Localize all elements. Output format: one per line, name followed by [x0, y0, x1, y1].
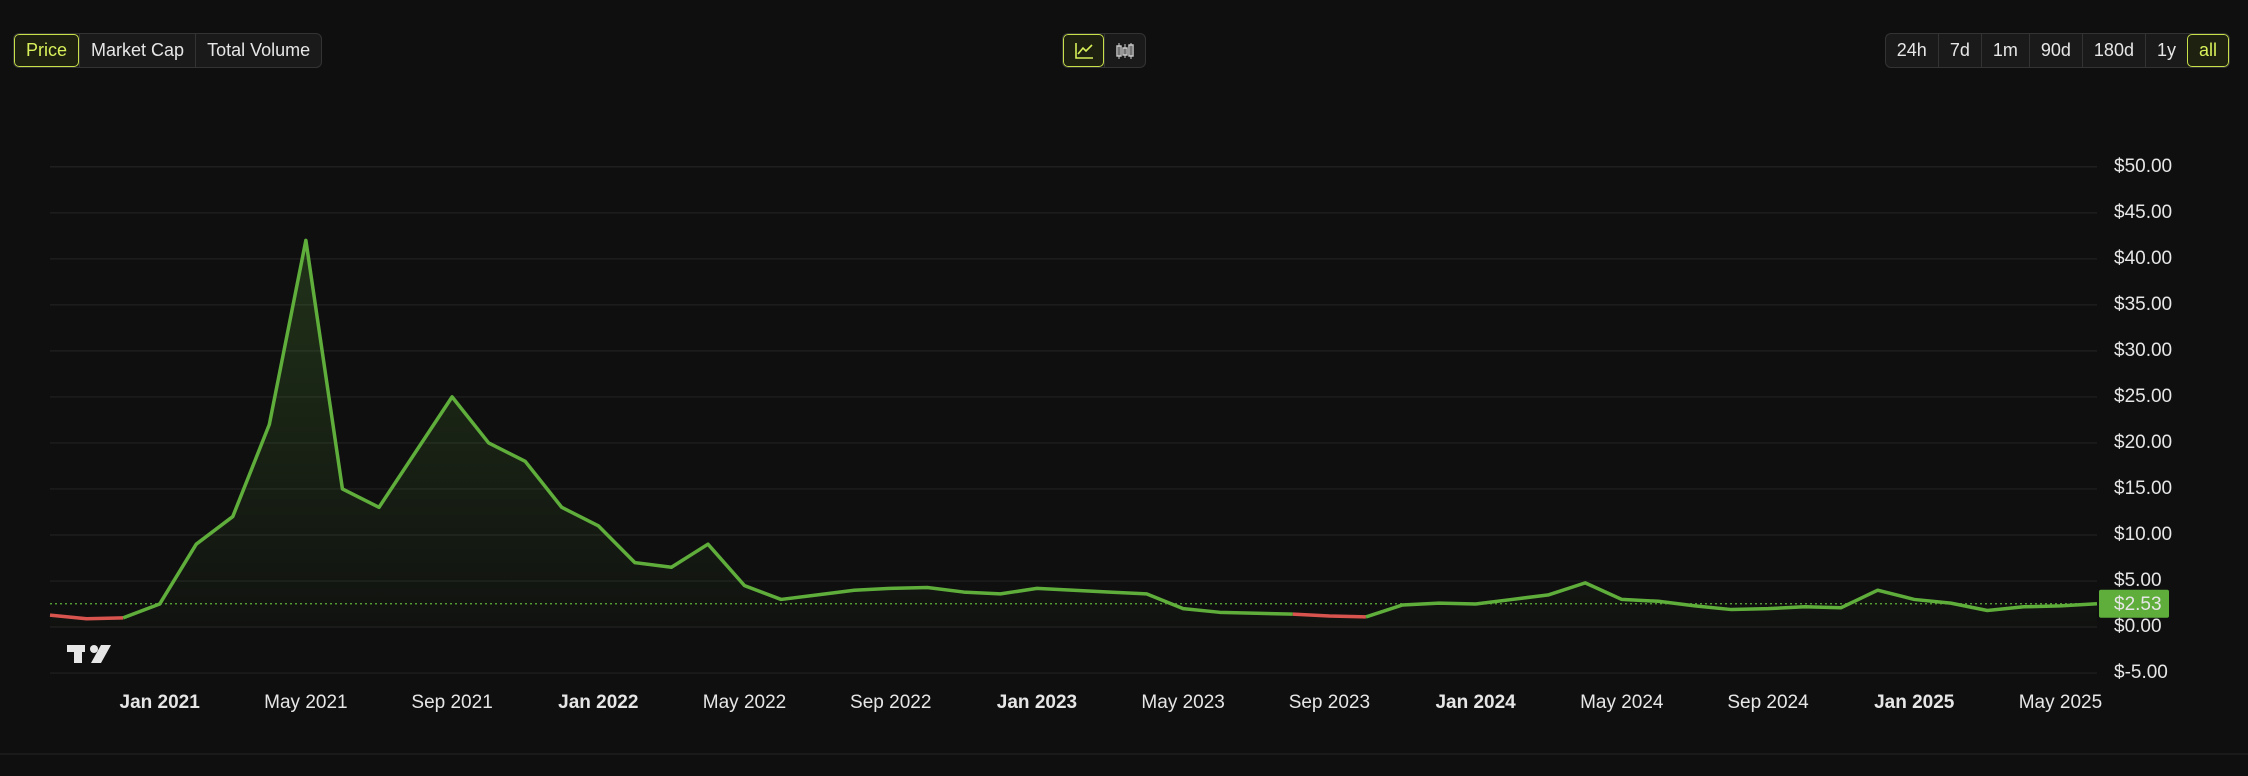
y-tick-label: $15.00	[2114, 478, 2172, 499]
candlestick-chart-button[interactable]	[1104, 34, 1145, 67]
y-tick-label: $35.00	[2114, 294, 2172, 315]
x-tick-label: May 2025	[2019, 692, 2102, 713]
range-tab[interactable]: all	[2186, 34, 2229, 67]
y-tick-label: $30.00	[2114, 340, 2172, 361]
price-line	[1292, 612, 1366, 619]
range-tab[interactable]: 90d	[2028, 34, 2082, 67]
x-tick-label: Jan 2023	[997, 692, 1077, 713]
x-tick-label: May 2022	[703, 692, 786, 713]
range-tab[interactable]: 180d	[2081, 34, 2145, 67]
metric-tab[interactable]: Price	[14, 34, 80, 67]
x-tick-label: Sep 2023	[1289, 692, 1370, 713]
x-tick-label: Jan 2022	[558, 692, 638, 713]
y-tick-label: $20.00	[2114, 432, 2172, 453]
metric-tabs: Price Market Cap Total Volume	[13, 33, 323, 68]
x-tick-label: Jan 2024	[1435, 692, 1516, 713]
y-tick-label: $25.00	[2114, 386, 2172, 407]
range-tabs: 24h 7d 1m 90d 180d 1y all	[1884, 33, 2230, 68]
y-tick-label: $-5.00	[2114, 662, 2168, 683]
metric-tab[interactable]: Total Volume	[195, 34, 321, 67]
current-price-tag	[2099, 589, 2169, 618]
current-price-label: $2.53	[2114, 594, 2162, 615]
x-tick-label: Sep 2022	[850, 692, 931, 713]
y-tick-label: $5.00	[2114, 570, 2162, 591]
y-tick-label: $40.00	[2114, 248, 2172, 269]
chart-type-tabs	[1062, 33, 1146, 68]
y-tick-label: $45.00	[2114, 202, 2172, 223]
price-line	[122, 238, 1293, 620]
tradingview-logo	[67, 645, 111, 663]
area	[50, 240, 2097, 628]
x-tick-label: May 2024	[1580, 692, 1664, 713]
range-tab[interactable]: 24h	[1896, 40, 1927, 60]
x-tick-label: Sep 2021	[411, 692, 492, 713]
x-tick-label: Sep 2024	[1727, 692, 1809, 713]
y-tick-label: $0.00	[2114, 616, 2162, 637]
metric-tab[interactable]: Market Cap	[79, 34, 195, 67]
range-tab[interactable]: 7d	[1937, 34, 1981, 67]
range-tab[interactable]: 1m	[1980, 34, 2029, 67]
line-icon	[1074, 42, 1093, 59]
candle-icon	[1116, 42, 1134, 59]
x-tick-label: Jan 2021	[120, 692, 201, 713]
x-tick-label: May 2023	[1141, 692, 1224, 713]
price-line	[49, 613, 124, 621]
y-tick-label: $10.00	[2114, 524, 2172, 545]
line-chart-button[interactable]	[1063, 34, 1104, 67]
range-tab[interactable]: 1y	[2144, 34, 2187, 67]
price-line	[1365, 581, 2098, 619]
x-tick-label: May 2021	[264, 692, 347, 713]
y-tick-label: $50.00	[2114, 156, 2172, 177]
x-tick-label: Jan 2025	[1874, 692, 1955, 713]
